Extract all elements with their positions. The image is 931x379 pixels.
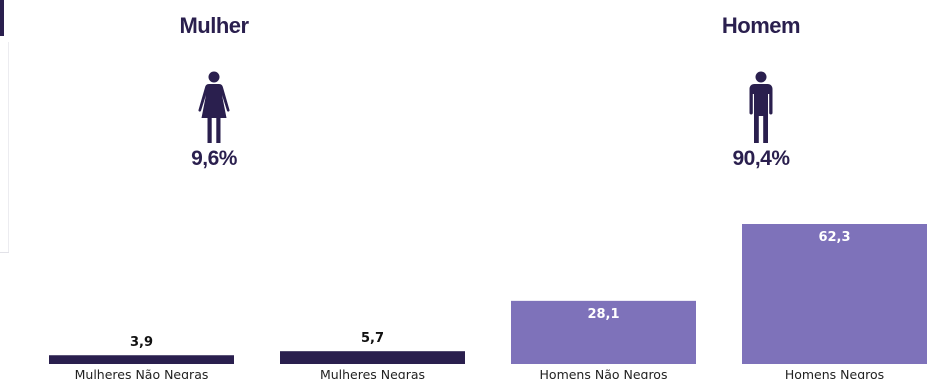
accent-bar	[0, 0, 4, 36]
male-person-icon	[749, 71, 773, 143]
bar-value-label-4: 62,3	[818, 230, 850, 245]
male-title: Homem	[721, 13, 801, 38]
category-label-1: Mulheres Não Negras	[75, 367, 209, 379]
bar-1	[49, 355, 234, 364]
male-summary: Homem 90,4%	[681, 11, 841, 171]
female-title: Mulher	[179, 13, 249, 38]
bar-2	[280, 351, 465, 364]
category-label-4: Homens Negros	[785, 367, 884, 379]
left-divider	[8, 42, 9, 252]
category-label-3: Homens Não Negros	[540, 367, 668, 379]
left-divider-tick	[0, 252, 9, 253]
female-person-icon	[198, 71, 230, 143]
female-percentage: 9,6%	[191, 147, 237, 170]
bar-4	[742, 224, 927, 364]
bar-3	[511, 300, 696, 364]
category-label-2: Mulheres Negras	[320, 367, 425, 379]
bar-value-label-1: 3,9	[130, 335, 153, 350]
male-percentage: 90,4%	[732, 147, 790, 170]
bar-value-label-2: 5,7	[361, 331, 384, 346]
bar-value-label-3: 28,1	[587, 307, 619, 322]
female-summary: Mulher 9,6%	[134, 11, 294, 171]
